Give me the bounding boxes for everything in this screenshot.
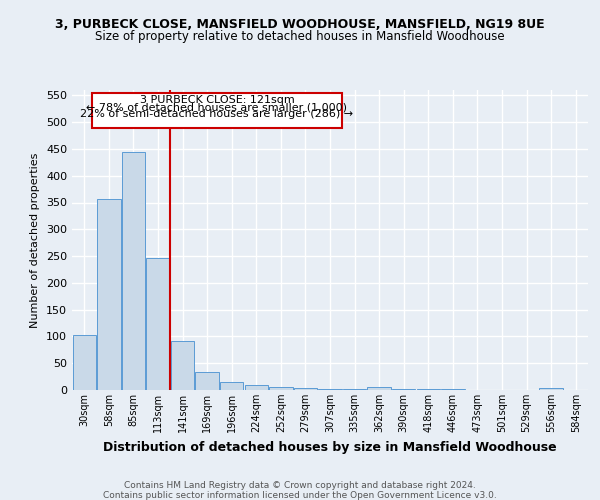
- Text: 3 PURBECK CLOSE: 121sqm: 3 PURBECK CLOSE: 121sqm: [140, 96, 295, 106]
- Text: 22% of semi-detached houses are larger (286) →: 22% of semi-detached houses are larger (…: [80, 110, 353, 120]
- Bar: [294, 388, 317, 390]
- Bar: [73, 336, 96, 390]
- X-axis label: Distribution of detached houses by size in Mansfield Woodhouse: Distribution of detached houses by size …: [103, 440, 557, 454]
- Text: Size of property relative to detached houses in Mansfield Woodhouse: Size of property relative to detached ho…: [95, 30, 505, 43]
- Text: 3, PURBECK CLOSE, MANSFIELD WOODHOUSE, MANSFIELD, NG19 8UE: 3, PURBECK CLOSE, MANSFIELD WOODHOUSE, M…: [55, 18, 545, 30]
- Text: Contains public sector information licensed under the Open Government Licence v3: Contains public sector information licen…: [103, 491, 497, 500]
- Bar: [220, 382, 244, 390]
- Bar: [97, 200, 121, 390]
- Bar: [122, 152, 145, 390]
- Bar: [196, 372, 219, 390]
- Bar: [146, 258, 170, 390]
- Bar: [245, 385, 268, 390]
- Y-axis label: Number of detached properties: Number of detached properties: [31, 152, 40, 328]
- Bar: [319, 389, 341, 390]
- Text: Contains HM Land Registry data © Crown copyright and database right 2024.: Contains HM Land Registry data © Crown c…: [124, 481, 476, 490]
- FancyBboxPatch shape: [92, 92, 342, 128]
- Bar: [367, 387, 391, 390]
- Bar: [171, 341, 194, 390]
- Bar: [269, 388, 293, 390]
- Bar: [539, 388, 563, 390]
- Text: ← 78% of detached houses are smaller (1,000): ← 78% of detached houses are smaller (1,…: [86, 102, 347, 113]
